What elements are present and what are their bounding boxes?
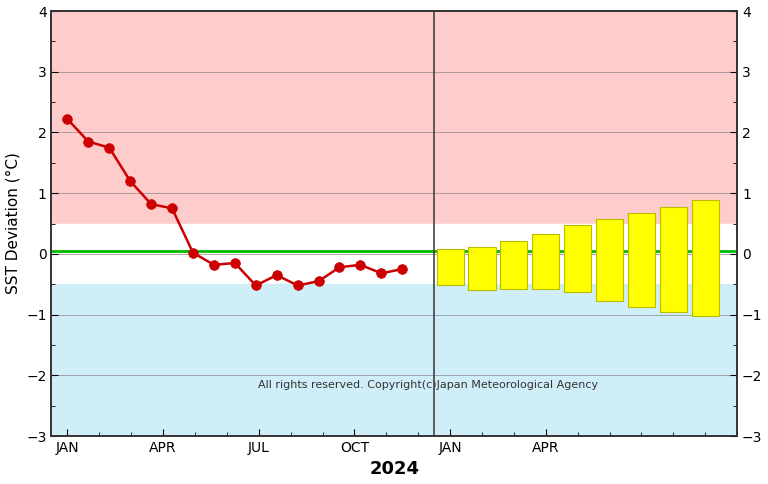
Bar: [596, 219, 623, 301]
Bar: [564, 225, 591, 291]
Bar: [468, 247, 495, 290]
Text: All rights reserved. Copyright(c)Japan Meteorological Agency: All rights reserved. Copyright(c)Japan M…: [259, 380, 598, 390]
Bar: [628, 212, 655, 307]
Bar: [436, 249, 464, 286]
X-axis label: 2024: 2024: [369, 460, 419, 479]
Bar: [500, 241, 528, 289]
Bar: [660, 207, 687, 312]
Y-axis label: SST Deviation (°C): SST Deviation (°C): [5, 152, 21, 294]
Bar: [692, 200, 719, 316]
Bar: [532, 234, 559, 289]
